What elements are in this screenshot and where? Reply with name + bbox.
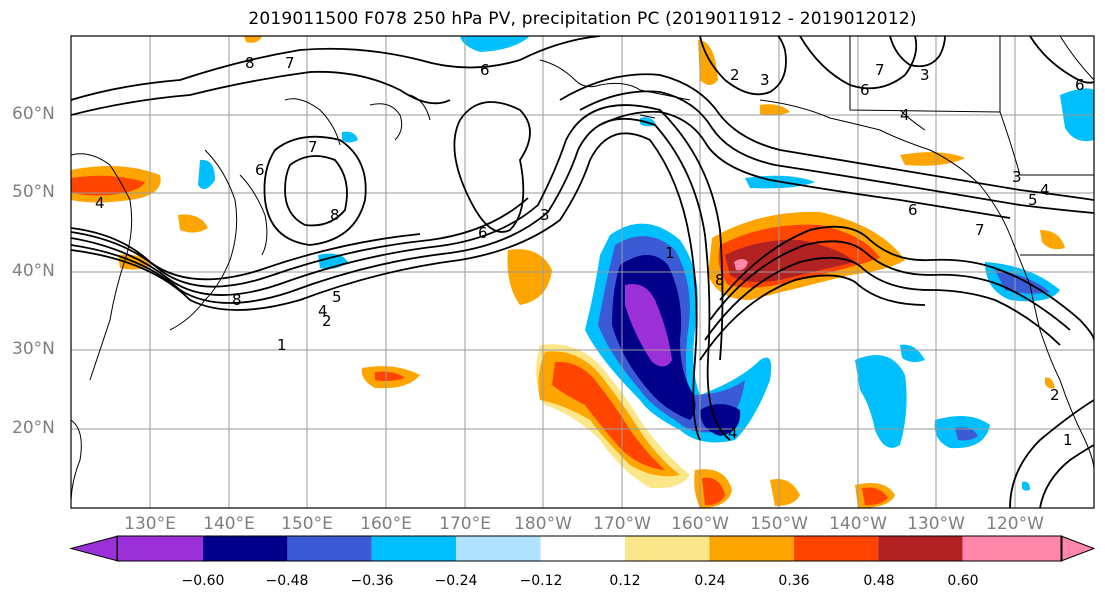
contour-label: 6 — [478, 224, 488, 242]
colorbar-segment — [709, 536, 794, 561]
contour-label: 7 — [875, 61, 885, 79]
map-frame — [70, 35, 1095, 509]
contour-label: 2 — [1050, 386, 1060, 404]
contour-label: 4 — [95, 194, 105, 212]
contour-label: 6 — [480, 61, 490, 79]
contour-label: 3 — [540, 206, 550, 224]
pv-contours — [71, 36, 1094, 508]
contour-label: 2 — [730, 66, 740, 84]
lon-label: 160°E — [360, 514, 412, 534]
contour-label: 2 — [322, 312, 332, 330]
lon-label: 130°E — [124, 514, 176, 534]
coastlines — [71, 36, 1094, 501]
contour-label: 7 — [975, 221, 985, 239]
lon-label: 120°W — [986, 514, 1044, 534]
colorbar-segment — [793, 536, 879, 561]
colorbar-segment — [456, 536, 541, 561]
lon-label: 160°W — [671, 514, 729, 534]
lon-label: 140°W — [829, 514, 887, 534]
colorbar-tick: −0.48 — [265, 573, 309, 589]
colorbar-tick: −0.24 — [434, 573, 478, 589]
lon-label: 150°W — [750, 514, 808, 534]
lat-label: 40°N — [12, 261, 55, 281]
colorbar-segment — [287, 536, 372, 561]
lon-label: 180°W — [514, 514, 572, 534]
contour-label: 4 — [318, 302, 328, 320]
colorbar-tick: −0.60 — [181, 573, 225, 589]
colorbar-tick: 0.36 — [778, 573, 810, 589]
contour-label: 4 — [1040, 181, 1050, 199]
lon-label: 140°E — [203, 514, 255, 534]
contour-label: 3 — [760, 71, 770, 89]
lat-label: 50°N — [12, 182, 55, 202]
contour-label: 4 — [728, 424, 738, 442]
contour-label: 4 — [900, 106, 910, 124]
contour-label: 6 — [860, 81, 870, 99]
lon-label: 130°W — [907, 514, 965, 534]
colorbar-segment — [962, 536, 1061, 561]
contour-label: 3 — [1012, 168, 1022, 186]
contour-label: 3 — [920, 66, 930, 84]
map-title: 2019011500 F078 250 hPa PV, precipitatio… — [248, 9, 917, 29]
colorbar-segment — [625, 536, 710, 561]
colorbar-segment — [371, 536, 457, 561]
contour-label: 7 — [308, 138, 318, 156]
colorbar-tick: −0.12 — [519, 573, 563, 589]
colorbar-segment — [118, 536, 203, 561]
contour-label: 8 — [232, 291, 242, 309]
colorbar-tick: 0.48 — [863, 573, 895, 589]
lon-label: 150°E — [281, 514, 333, 534]
colorbar — [69, 535, 1096, 562]
contour-label: 1 — [665, 244, 675, 262]
contour-label: 8 — [330, 206, 340, 224]
contour-label: 5 — [1028, 191, 1038, 209]
contour-label: 6 — [1075, 76, 1085, 94]
lon-label: 170°E — [439, 514, 491, 534]
lat-label: 30°N — [12, 339, 55, 359]
colorbar-extend-low — [69, 535, 119, 562]
colorbar-tick: 0.12 — [609, 573, 641, 589]
colorbar-segment — [540, 536, 625, 561]
contour-label: 6 — [908, 201, 918, 219]
colorbar-extend-high — [1060, 535, 1096, 562]
colorbar-segment — [203, 536, 288, 561]
contour-label: 5 — [332, 288, 342, 306]
contour-label: 1 — [1063, 431, 1073, 449]
contour-label: 6 — [255, 161, 265, 179]
lat-label: 20°N — [12, 418, 55, 438]
negative-anomaly-core — [625, 284, 672, 367]
contour-label: 8 — [245, 54, 255, 72]
contour-label: 1 — [277, 336, 287, 354]
contour-labels: 8 7 6 3 2 6 7 6 8 5 4 3 2 1 6 8 4 1 6 7 … — [95, 54, 1085, 449]
colorbar-segment — [878, 536, 963, 561]
contour-label: 7 — [285, 54, 295, 72]
lat-label: 60°N — [12, 104, 55, 124]
colorbar-tick: 0.60 — [947, 573, 979, 589]
colorbar-tick: −0.36 — [350, 573, 394, 589]
contour-label: 8 — [715, 271, 725, 289]
colorbar-tick: 0.24 — [694, 573, 726, 589]
lon-label: 170°W — [593, 514, 651, 534]
